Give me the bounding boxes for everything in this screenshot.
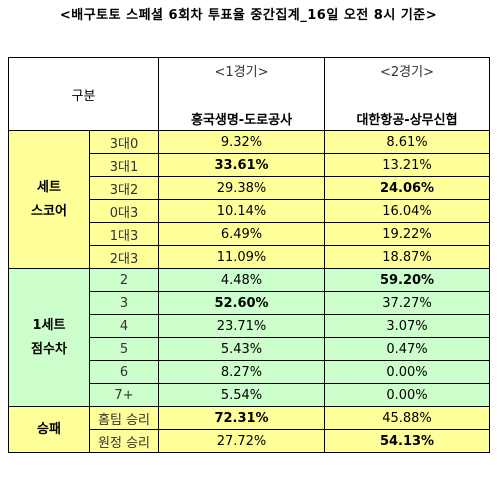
row-label: 3대0 [88, 130, 160, 154]
game-2-number: <2경기> [380, 65, 434, 80]
game-2-rate: 19.22% [324, 222, 491, 246]
game-1-rate: 72.31% [158, 406, 326, 430]
game-2-rate: 3.07% [324, 314, 491, 338]
table-row: 7+ 5.54% 0.00% [8, 383, 491, 407]
row-label: 원정 승리 [88, 429, 160, 453]
row-label: 홈팀 승리 [88, 406, 160, 430]
header-group-label: 구분 [7, 57, 160, 131]
header-game-2: <2경기> 대한항공-상무신협 [324, 57, 491, 131]
game-2-rate: 45.88% [324, 406, 491, 430]
table-row: 6 8.27% 0.00% [8, 360, 491, 384]
table-row: 승패 홈팀 승리 72.31% 45.88% [8, 406, 491, 453]
row-label: 0대3 [88, 199, 160, 223]
game-1-rate: 29.38% [158, 176, 326, 200]
row-label: 7+ [88, 383, 160, 407]
row-label: 1대3 [88, 222, 160, 246]
row-label: 5 [88, 337, 160, 361]
section-title-set-score: 세트 스코어 [8, 130, 90, 269]
table-row: 원정 승리 27.72% 54.13% [8, 429, 491, 453]
row-label: 3 [88, 291, 160, 315]
page-title: <배구토토 스페셜 6회차 투표율 중간집계_16일 오전 8시 기준> [59, 8, 438, 23]
game-2-rate: 18.87% [324, 245, 491, 269]
row-label: 3대1 [88, 153, 160, 177]
game-1-rate: 4.48% [158, 268, 326, 292]
game-1-rate: 6.49% [158, 222, 326, 246]
game-2-rate: 59.20% [324, 268, 491, 292]
row-label: 4 [88, 314, 160, 338]
table-row: 3 52.60% 37.27% [8, 291, 491, 315]
game-2-rate: 16.04% [324, 199, 491, 223]
game-1-rate: 11.09% [158, 245, 326, 269]
table-row: 1대3 6.49% 19.22% [8, 222, 491, 246]
row-label: 6 [88, 360, 160, 384]
game-1-rate: 27.72% [158, 429, 326, 453]
game-1-rate: 5.54% [158, 383, 326, 407]
section-title-first-set-margin: 1세트 점수차 [8, 268, 90, 407]
section-title-win-loss: 승패 [8, 406, 90, 453]
game-1-rate: 52.60% [158, 291, 326, 315]
table-row: 0대3 10.14% 16.04% [8, 199, 491, 223]
game-2-rate: 0.00% [324, 360, 491, 384]
header-game-1: <1경기> 흥국생명-도로공사 [158, 57, 326, 131]
game-1-rate: 5.43% [158, 337, 326, 361]
row-label: 3대2 [88, 176, 160, 200]
game-2-match: 대한항공-상무신협 [356, 113, 458, 128]
game-1-number: <1경기> [214, 65, 269, 80]
table-row: 2대3 11.09% 18.87% [8, 245, 491, 269]
table-row: 세트 스코어 3대0 9.32% 8.61% [8, 130, 491, 269]
game-1-rate: 23.71% [158, 314, 326, 338]
game-2-rate: 37.27% [324, 291, 491, 315]
game-1-rate: 10.14% [158, 199, 326, 223]
game-1-match: 흥국생명-도로공사 [190, 113, 293, 128]
table-row: 3대2 29.38% 24.06% [8, 176, 491, 200]
game-1-rate: 33.61% [158, 153, 326, 177]
game-2-rate: 54.13% [324, 429, 491, 453]
game-2-rate: 0.00% [324, 383, 491, 407]
table-row: 1세트 점수차 2 4.48% 59.20% [8, 268, 491, 407]
vote-rate-table: 구분 <1경기> 흥국생명-도로공사 <2경기> 대한항공-상무신협 세트 스코어… [7, 57, 491, 453]
row-label: 2대3 [88, 245, 160, 269]
game-1-rate: 9.32% [158, 130, 326, 154]
game-1-rate: 8.27% [158, 360, 326, 384]
game-2-rate: 13.21% [324, 153, 491, 177]
game-2-rate: 8.61% [324, 130, 491, 154]
row-label: 2 [88, 268, 160, 292]
game-2-rate: 0.47% [324, 337, 491, 361]
table-row: 3대1 33.61% 13.21% [8, 153, 491, 177]
game-2-rate: 24.06% [324, 176, 491, 200]
